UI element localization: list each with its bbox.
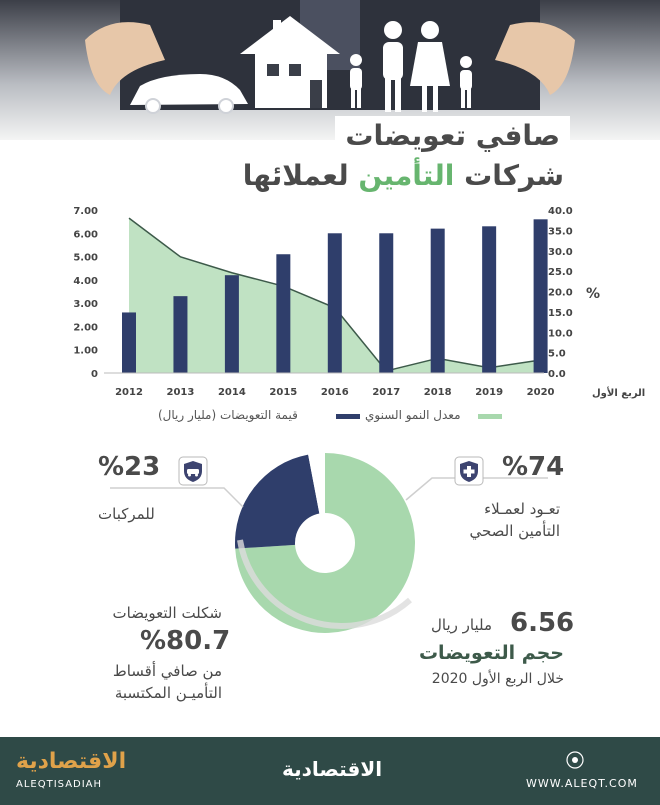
x-tick-label: 2015 — [269, 387, 297, 398]
right-tick-label: 40.0 — [548, 206, 573, 217]
footer-url: WWW.ALEQT.COM — [526, 777, 638, 790]
premiums-intro: شكلت التعويضات — [112, 604, 222, 622]
bar-2014 — [224, 275, 239, 373]
footer-logo-ar: الاقتصادية — [16, 749, 127, 774]
donut-chart — [235, 453, 415, 633]
bar-2017 — [379, 233, 394, 373]
health-line-1: تعـود لعمـلاء — [484, 500, 560, 518]
right-tick-label: 35.0 — [548, 226, 573, 237]
right-tick-label: 5.0 — [548, 349, 566, 360]
x-period-label: الربع الأول — [592, 386, 645, 399]
right-tick-label: 25.0 — [548, 267, 573, 278]
x-tick-label: 2014 — [218, 387, 246, 398]
x-tick-label: 2019 — [475, 387, 503, 398]
right-tick-label: 10.0 — [548, 328, 573, 339]
x-tick-label: 2017 — [372, 387, 400, 398]
right-axis-unit: % — [586, 286, 600, 302]
legend-bars-swatch — [336, 414, 360, 419]
left-tick-label: 6.00 — [73, 229, 98, 240]
volume-unit: مليار ريال — [431, 616, 492, 634]
volume-value: 6.56 — [510, 608, 575, 638]
left-tick-label: 3.00 — [73, 299, 98, 310]
x-tick-label: 2016 — [321, 387, 349, 398]
premiums-percent: %80.7 — [140, 626, 231, 656]
premiums-line-2: التأميـن المكتسبة — [114, 684, 222, 702]
right-tick-label: 20.0 — [548, 288, 573, 299]
vehicles-label: للمركبات — [98, 505, 155, 523]
bar-2019 — [482, 226, 497, 373]
bar-2018 — [430, 228, 445, 373]
vehicle-shield-icon — [178, 456, 208, 486]
bar-2020 — [533, 219, 548, 373]
volume-title: حجم التعويضات — [418, 642, 564, 664]
footer-brand-center: الاقتصادية — [282, 757, 383, 781]
x-tick-label: 2012 — [115, 387, 143, 398]
right-tick-label: 0.0 — [548, 369, 566, 380]
bar-2015 — [276, 254, 291, 373]
compensation-chart: 7.00 6.00 5.00 4.00 3.00 2.00 1.00 0 40.0 35.0 30.… — [0, 195, 660, 430]
legend-area-label: معدل النمو السنوي — [365, 408, 461, 422]
title-line-1: صافي تعويضات — [345, 119, 560, 152]
left-tick-label: 2.00 — [73, 322, 98, 333]
bar-2012 — [122, 312, 136, 373]
health-shield-icon — [454, 456, 484, 486]
footer-logo-en: ALEQTISADIAH — [16, 779, 103, 790]
premiums-line-1: من صافي أقساط — [112, 662, 222, 680]
title-highlight: التأمين — [358, 159, 455, 192]
donut-slice-1 — [235, 454, 320, 549]
vehicles-percent: %23 — [98, 452, 161, 482]
infographic-title: صافي تعويضات شركات التأمين لعملائها — [237, 116, 570, 196]
left-tick-label: 7.00 — [73, 206, 98, 217]
donut-slice-2 — [308, 453, 325, 514]
left-tick-label: 4.00 — [73, 276, 98, 287]
x-tick-label: 2013 — [167, 387, 195, 398]
left-tick-label: 0 — [91, 369, 98, 380]
family-house-car-icon — [85, 0, 575, 114]
x-tick-label: 2020 — [527, 387, 555, 398]
footer-bar: الاقتصادية ALEQTISADIAH الاقتصادية WWW.A… — [0, 737, 660, 805]
title-line-2-start: شركات — [454, 159, 564, 192]
left-tick-label: 1.00 — [73, 346, 98, 357]
chart-svg: 7.00 6.00 5.00 4.00 3.00 2.00 1.00 0 40.0 35.0 30.… — [73, 206, 645, 399]
title-line-2-end: لعملائها — [242, 159, 359, 192]
health-line-2: التأمين الصحي — [469, 522, 560, 540]
legend-bars-label: قيمة التعويضات (مليار ريال) — [158, 408, 298, 422]
x-tick-label: 2018 — [424, 387, 452, 398]
bar-2016 — [327, 233, 342, 373]
health-percent: %74 — [502, 452, 565, 482]
right-tick-label: 15.0 — [548, 308, 573, 319]
bar-2013 — [173, 296, 188, 373]
right-tick-label: 30.0 — [548, 247, 573, 258]
volume-period: خلال الربع الأول 2020 — [431, 671, 564, 687]
left-tick-label: 5.00 — [73, 253, 98, 264]
hero-illustration — [0, 0, 660, 140]
title-line-2: شركات التأمين لعملائها — [243, 156, 564, 196]
legend-area-swatch — [478, 414, 502, 419]
footer-emblem-icon — [566, 751, 584, 769]
